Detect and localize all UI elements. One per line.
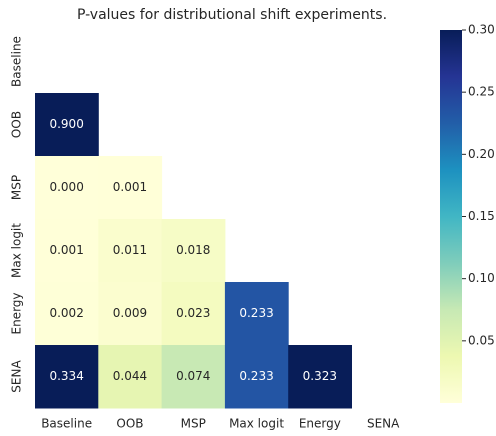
heatmap-cell — [98, 219, 163, 283]
chart-title: P-values for distributional shift experi… — [77, 7, 387, 23]
heatmap-cell — [35, 282, 99, 346]
colorbar-tick-label: 0.15 — [468, 209, 495, 223]
cell-label: 0.323 — [303, 369, 337, 383]
cell-label: 0.001 — [49, 243, 83, 257]
heatmap-cell — [35, 156, 99, 220]
colorbar-tick-label: 0.25 — [468, 85, 495, 99]
heatmap-cell — [161, 282, 226, 346]
cell-label: 0.000 — [49, 180, 83, 194]
x-tick-label: Energy — [299, 417, 341, 431]
colorbar-tick-label: 0.10 — [468, 271, 495, 285]
heatmap-cell — [35, 219, 99, 283]
x-tick-label: SENA — [367, 417, 400, 431]
x-tick-label: OOB — [116, 417, 143, 431]
y-tick-label: Baseline — [10, 36, 24, 87]
x-tick-label: Baseline — [41, 417, 92, 431]
heatmap-cell — [224, 345, 289, 409]
cell-label: 0.009 — [113, 306, 147, 320]
heatmap-cell — [224, 282, 289, 346]
heatmap-cell — [161, 219, 226, 283]
colorbar-tick-label: 0.05 — [468, 333, 495, 347]
cell-label: 0.074 — [176, 369, 210, 383]
heatmap-cell — [288, 345, 352, 409]
y-tick-label: MSP — [10, 175, 24, 200]
y-tick-label: Max logit — [10, 223, 24, 278]
y-tick-label: Energy — [10, 292, 24, 334]
heatmap-cell — [98, 345, 163, 409]
cell-label: 0.233 — [239, 369, 273, 383]
cell-label: 0.002 — [49, 306, 83, 320]
heatmap-cell — [35, 345, 99, 409]
colorbar-tick-label: 0.30 — [468, 23, 495, 37]
y-tick-label: OOB — [10, 111, 24, 138]
colorbar-tick-label: 0.20 — [468, 147, 495, 161]
cell-label: 0.011 — [113, 243, 147, 257]
colorbar — [440, 30, 462, 403]
heatmap-cell — [98, 156, 163, 220]
y-tick-label: SENA — [10, 360, 24, 393]
cell-label: 0.334 — [49, 369, 83, 383]
cell-label: 0.233 — [239, 306, 273, 320]
cell-label: 0.044 — [113, 369, 147, 383]
cell-label: 0.023 — [176, 306, 210, 320]
cell-label: 0.018 — [176, 243, 210, 257]
cell-label: 0.001 — [113, 180, 147, 194]
x-tick-label: MSP — [181, 417, 206, 431]
heatmap-cell — [98, 282, 163, 346]
x-tick-label: Max logit — [229, 417, 284, 431]
heatmap-cell — [35, 93, 99, 157]
heatmap-cell — [161, 345, 226, 409]
cell-label: 0.900 — [49, 117, 83, 131]
